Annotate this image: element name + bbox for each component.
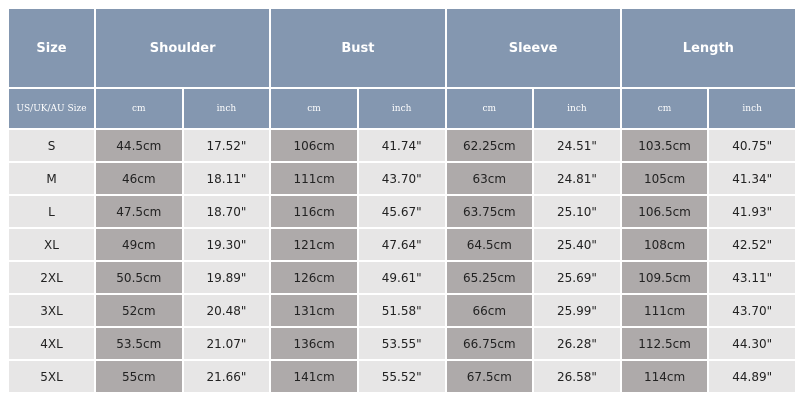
value-cell: 44.30" <box>709 328 795 359</box>
data-row: S 44.5cm 17.52" 106cm 41.74" 62.25cm 24.51" 103… <box>9 130 795 161</box>
value-cell: 47.64" <box>358 229 445 260</box>
size-cell: S <box>9 130 94 161</box>
value-cell: 21.07" <box>183 328 270 359</box>
value-cell: 49cm <box>96 229 182 260</box>
data-row: 5XL 55cm 21.66" 141cm 55.52" 67.5cm 26.58" 114c… <box>9 361 795 392</box>
value-cell: 55cm <box>96 361 182 392</box>
value-cell: 141cm <box>271 361 357 392</box>
subheader-cell: inch <box>358 89 445 128</box>
header-cell: Sleeve <box>446 9 620 87</box>
size-cell: L <box>9 196 94 227</box>
size-cell: 5XL <box>9 361 94 392</box>
value-cell: 105cm <box>621 163 708 194</box>
subheader-row: US/UK/AU Size cm inch cm inch cm inch cm inch <box>9 89 795 128</box>
size-cell: XL <box>9 229 94 260</box>
value-cell: 45.67" <box>358 196 445 227</box>
subheader-cell: inch <box>183 89 270 128</box>
header-cell: Size <box>9 9 94 87</box>
value-cell: 49.61" <box>358 262 445 293</box>
value-cell: 131cm <box>271 295 357 326</box>
value-cell: 51.58" <box>358 295 445 326</box>
value-cell: 64.5cm <box>446 229 533 260</box>
value-cell: 116cm <box>271 196 357 227</box>
value-cell: 66cm <box>446 295 533 326</box>
subheader-cell: cm <box>96 89 182 128</box>
value-cell: 106.5cm <box>621 196 708 227</box>
value-cell: 25.99" <box>534 295 620 326</box>
value-cell: 21.66" <box>183 361 270 392</box>
value-cell: 20.48" <box>183 295 270 326</box>
value-cell: 109.5cm <box>621 262 708 293</box>
header-cell: Bust <box>271 9 445 87</box>
size-chart: Size Shoulder Bust Sleeve Length US/UK/AU Siz… <box>7 7 797 394</box>
value-cell: 43.11" <box>709 262 795 293</box>
size-cell: 3XL <box>9 295 94 326</box>
value-cell: 43.70" <box>709 295 795 326</box>
subheader-cell: cm <box>621 89 708 128</box>
value-cell: 53.5cm <box>96 328 182 359</box>
data-row: L 47.5cm 18.70" 116cm 45.67" 63.75cm 25.10" 106… <box>9 196 795 227</box>
value-cell: 111cm <box>271 163 357 194</box>
value-cell: 41.93" <box>709 196 795 227</box>
subheader-cell: cm <box>446 89 533 128</box>
value-cell: 18.70" <box>183 196 270 227</box>
value-cell: 46cm <box>96 163 182 194</box>
value-cell: 111cm <box>621 295 708 326</box>
value-cell: 18.11" <box>183 163 270 194</box>
value-cell: 50.5cm <box>96 262 182 293</box>
header-cell: Shoulder <box>96 9 270 87</box>
value-cell: 67.5cm <box>446 361 533 392</box>
data-row: 3XL 52cm 20.48" 131cm 51.58" 66cm 25.99" 111cm 4… <box>9 295 795 326</box>
value-cell: 62.25cm <box>446 130 533 161</box>
subheader-cell: inch <box>709 89 795 128</box>
size-table: Size Shoulder Bust Sleeve Length US/UK/AU Siz… <box>7 7 797 394</box>
value-cell: 41.74" <box>358 130 445 161</box>
value-cell: 26.28" <box>534 328 620 359</box>
value-cell: 19.89" <box>183 262 270 293</box>
data-row: M 46cm 18.11" 111cm 43.70" 63cm 24.81" 105cm 41.… <box>9 163 795 194</box>
value-cell: 19.30" <box>183 229 270 260</box>
header-cell: Length <box>621 9 795 87</box>
value-cell: 41.34" <box>709 163 795 194</box>
value-cell: 65.25cm <box>446 262 533 293</box>
value-cell: 121cm <box>271 229 357 260</box>
value-cell: 24.81" <box>534 163 620 194</box>
value-cell: 63cm <box>446 163 533 194</box>
value-cell: 66.75cm <box>446 328 533 359</box>
value-cell: 47.5cm <box>96 196 182 227</box>
header-row: Size Shoulder Bust Sleeve Length <box>9 9 795 87</box>
data-row: XL 49cm 19.30" 121cm 47.64" 64.5cm 25.40" 108cm… <box>9 229 795 260</box>
value-cell: 25.69" <box>534 262 620 293</box>
value-cell: 43.70" <box>358 163 445 194</box>
value-cell: 26.58" <box>534 361 620 392</box>
value-cell: 103.5cm <box>621 130 708 161</box>
value-cell: 40.75" <box>709 130 795 161</box>
size-cell: 4XL <box>9 328 94 359</box>
value-cell: 114cm <box>621 361 708 392</box>
value-cell: 42.52" <box>709 229 795 260</box>
subheader-cell: cm <box>271 89 357 128</box>
data-row: 2XL 50.5cm 19.89" 126cm 49.61" 65.25cm 25.69" 1… <box>9 262 795 293</box>
value-cell: 55.52" <box>358 361 445 392</box>
value-cell: 136cm <box>271 328 357 359</box>
value-cell: 25.40" <box>534 229 620 260</box>
size-cell: M <box>9 163 94 194</box>
subheader-cell: inch <box>534 89 620 128</box>
value-cell: 112.5cm <box>621 328 708 359</box>
value-cell: 53.55" <box>358 328 445 359</box>
value-cell: 52cm <box>96 295 182 326</box>
value-cell: 17.52" <box>183 130 270 161</box>
value-cell: 44.89" <box>709 361 795 392</box>
value-cell: 25.10" <box>534 196 620 227</box>
value-cell: 24.51" <box>534 130 620 161</box>
value-cell: 108cm <box>621 229 708 260</box>
value-cell: 106cm <box>271 130 357 161</box>
size-cell: 2XL <box>9 262 94 293</box>
data-row: 4XL 53.5cm 21.07" 136cm 53.55" 66.75cm 26.28" 1… <box>9 328 795 359</box>
subheader-cell: US/UK/AU Size <box>9 89 94 128</box>
value-cell: 44.5cm <box>96 130 182 161</box>
value-cell: 126cm <box>271 262 357 293</box>
value-cell: 63.75cm <box>446 196 533 227</box>
